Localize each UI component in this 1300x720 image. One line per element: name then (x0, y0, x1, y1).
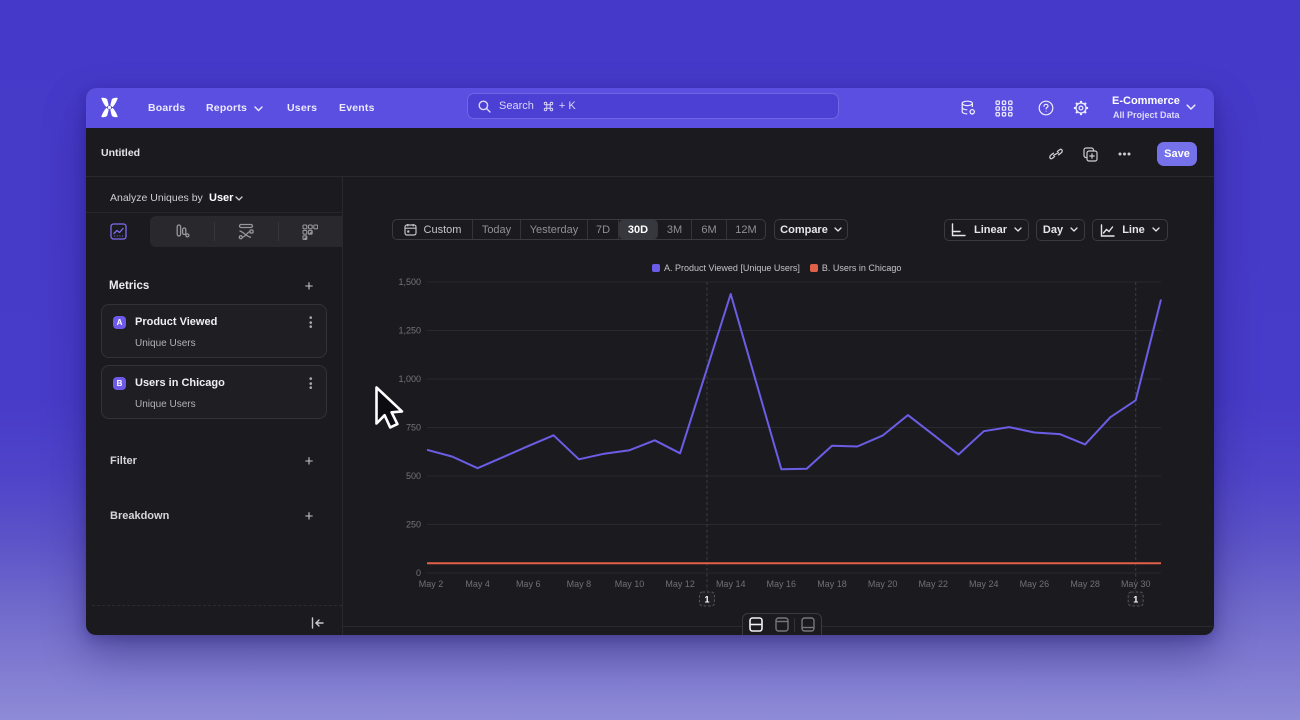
svg-text:May 30: May 30 (1121, 579, 1151, 589)
svg-text:1,250: 1,250 (398, 326, 421, 336)
svg-text:May 8: May 8 (567, 579, 592, 589)
svg-text:May 4: May 4 (465, 579, 490, 589)
svg-text:1: 1 (704, 595, 709, 605)
svg-text:750: 750 (406, 423, 421, 433)
svg-text:May 6: May 6 (516, 579, 541, 589)
svg-text:May 2: May 2 (419, 579, 444, 589)
svg-text:1,000: 1,000 (398, 374, 421, 384)
svg-text:0: 0 (416, 568, 421, 578)
svg-text:May 22: May 22 (918, 579, 948, 589)
svg-text:May 14: May 14 (716, 579, 746, 589)
svg-text:May 20: May 20 (868, 579, 898, 589)
svg-text:May 18: May 18 (817, 579, 847, 589)
svg-text:May 10: May 10 (615, 579, 645, 589)
svg-text:May 16: May 16 (767, 579, 797, 589)
svg-text:May 12: May 12 (665, 579, 695, 589)
svg-text:250: 250 (406, 520, 421, 530)
svg-text:1: 1 (1133, 595, 1138, 605)
svg-text:May 28: May 28 (1070, 579, 1100, 589)
svg-text:May 24: May 24 (969, 579, 999, 589)
svg-text:1,500: 1,500 (398, 277, 421, 287)
svg-text:May 26: May 26 (1020, 579, 1050, 589)
svg-text:500: 500 (406, 471, 421, 481)
